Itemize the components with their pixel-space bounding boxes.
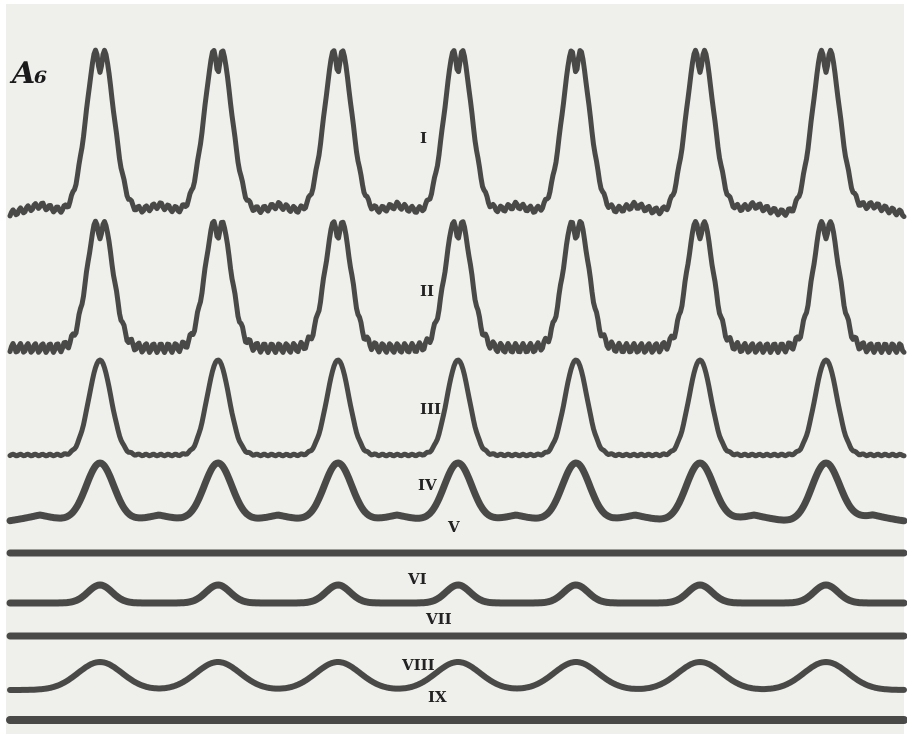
- trace-label-7: VII: [426, 610, 452, 628]
- trace-label-4: IV: [418, 476, 437, 494]
- trace-3: [7, 357, 907, 459]
- trace-4: [6, 459, 907, 525]
- trace-label-1: I: [420, 129, 428, 147]
- trace-label-9: IX: [428, 688, 447, 706]
- trace-group: [6, 47, 907, 724]
- trace-2: [7, 218, 907, 355]
- trace-label-6: VI: [408, 570, 427, 588]
- trace-8: [7, 659, 907, 693]
- panel-label: A₆: [12, 56, 47, 91]
- trace-label-3: III: [420, 400, 442, 418]
- trace-1: [7, 47, 907, 220]
- trace-label-8: VIII: [402, 656, 435, 674]
- trace-label-2: II: [420, 282, 435, 300]
- trace-label-5: V: [448, 518, 460, 536]
- trace-6: [6, 581, 907, 607]
